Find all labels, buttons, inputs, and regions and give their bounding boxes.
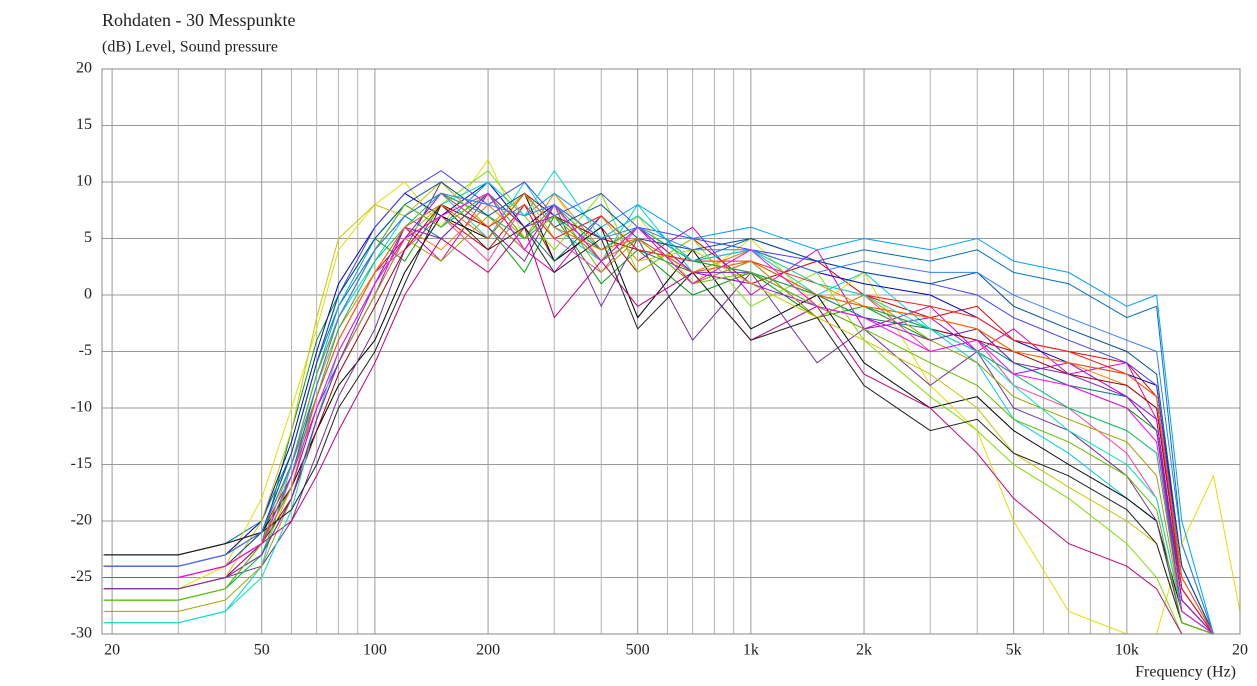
chart-subtitle: (dB) Level, Sound pressure xyxy=(102,39,278,56)
series-line xyxy=(103,158,1240,634)
y-tick-label: 5 xyxy=(84,229,92,246)
series-line xyxy=(103,203,1240,634)
x-tick-label: 50 xyxy=(254,642,270,659)
y-tick-label: 20 xyxy=(76,60,92,77)
series-line xyxy=(103,192,1240,634)
series-line xyxy=(103,169,1240,634)
y-tick-label: -25 xyxy=(71,568,92,585)
plot-frame xyxy=(101,68,1241,635)
series-line xyxy=(103,192,1240,634)
series-line xyxy=(103,181,1240,634)
y-tick-label: -5 xyxy=(79,342,92,359)
x-tick-label: 500 xyxy=(626,642,650,659)
x-tick-label: 100 xyxy=(363,642,387,659)
y-tick-label: -30 xyxy=(71,625,92,642)
y-tick-label: -15 xyxy=(71,455,92,472)
x-tick-label: 2k xyxy=(856,642,872,659)
y-tick-label: 10 xyxy=(76,173,92,190)
y-tick-label: 0 xyxy=(84,286,92,303)
series-line xyxy=(103,192,1240,634)
x-tick-label: 20 xyxy=(1232,642,1248,659)
x-tick-label: 200 xyxy=(476,642,500,659)
x-tick-label: 10k xyxy=(1115,642,1139,659)
y-tick-label: 15 xyxy=(76,116,92,133)
y-tick-label: -10 xyxy=(71,399,92,416)
chart-title: Rohdaten - 30 Messpunkte xyxy=(102,10,295,30)
plot-lines xyxy=(103,158,1240,634)
x-axis-label: Frequency (Hz) xyxy=(1135,664,1236,681)
x-tick-label: 20 xyxy=(104,642,120,659)
x-tick-label: 5k xyxy=(1006,642,1022,659)
x-tick-label: 1k xyxy=(743,642,759,659)
y-tick-label: -20 xyxy=(71,512,92,529)
series-line xyxy=(103,192,1240,634)
series-line xyxy=(103,181,1240,634)
series-line xyxy=(103,203,1240,634)
